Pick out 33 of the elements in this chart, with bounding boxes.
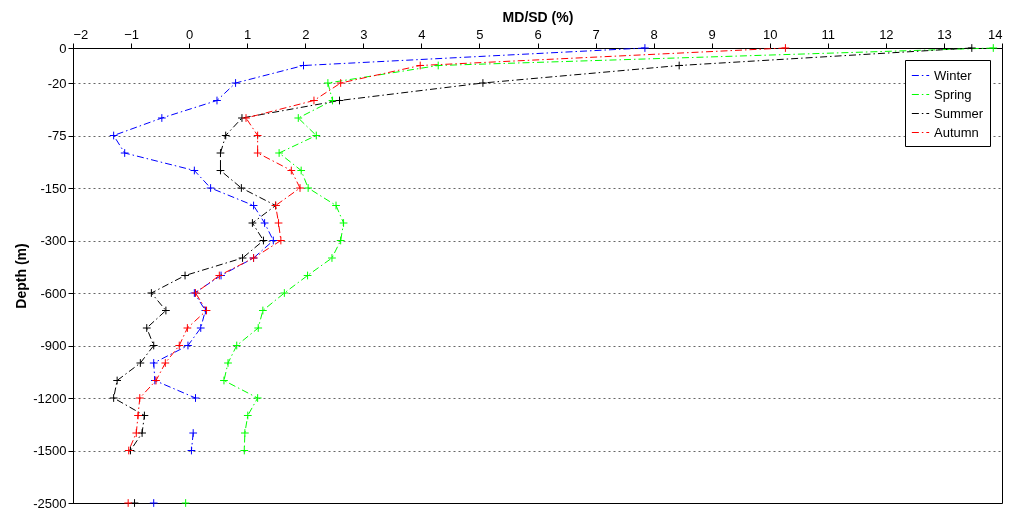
x-tick-label: 4 [418,26,426,42]
x-tick-label: 2 [302,26,310,42]
legend-label: Autumn [934,124,979,140]
x-tick-label: −2 [73,26,89,42]
x-tick-label: 1 [244,26,252,42]
y-tick-label: -1500 [33,443,67,458]
x-tick-label: 10 [763,26,778,42]
y-tick-label: 0 [59,40,67,56]
y-tick-label: -1200 [33,390,67,406]
y-tick-label: -300 [40,233,67,248]
x-axis-title: MD/SD (%) [502,8,574,25]
y-tick-label: -2500 [33,495,67,511]
y-tick-label: -900 [40,338,67,353]
x-tick-label: 3 [360,26,368,42]
x-tick-label: 5 [476,26,484,42]
x-tick-label: 14 [988,26,1003,42]
y-tick-label: -150 [40,180,67,196]
x-tick-label: 0 [186,26,194,42]
legend-label: Summer [934,105,984,121]
y-tick-label: -75 [47,128,67,143]
x-tick-label: 9 [708,26,716,42]
y-axis-title: Depth (m) [13,243,30,309]
x-tick-label: 13 [937,26,952,42]
x-tick-label: 8 [650,26,658,42]
y-tick-label: -600 [40,285,67,301]
legend-label: Winter [934,67,973,83]
x-tick-label: 6 [534,26,542,42]
x-tick-label: −1 [124,26,139,42]
x-tick-label: 12 [879,26,894,42]
y-tick-label: -20 [47,75,67,91]
x-tick-label: 7 [592,26,600,42]
legend-label: Spring [934,86,972,102]
x-tick-label: 11 [821,26,836,42]
